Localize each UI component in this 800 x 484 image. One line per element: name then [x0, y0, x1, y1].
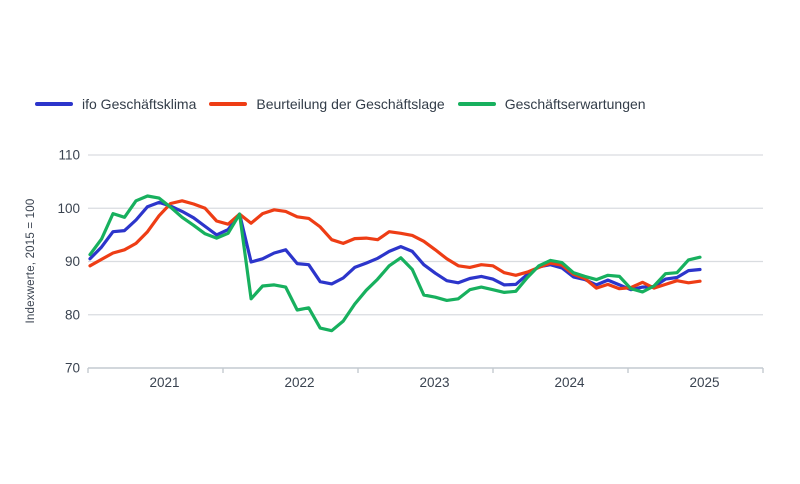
series-line-ifo-gesch-ftsklima: [88, 200, 702, 292]
series-line-beurteilung-der-gesch-ftslage: [88, 199, 702, 291]
legend-item-geschaeftsklima: ifo Geschäftsklima: [35, 96, 196, 112]
y-tick-label-110: 110: [58, 148, 80, 163]
x-tick-label-2024: 2024: [554, 375, 585, 390]
legend-label-geschaeftserwartungen: Geschäftserwartungen: [504, 96, 646, 112]
y-tick-label-90: 90: [65, 254, 80, 269]
legend-line-swatch-geschaeftsklima: [35, 101, 73, 107]
x-tick-label-2021: 2021: [149, 375, 179, 390]
y-tick-label-70: 70: [65, 361, 80, 376]
y-axis-title: Indexwerte, 2015 = 100: [25, 199, 37, 324]
y-tick-label-100: 100: [57, 201, 80, 216]
x-tick-label-2023: 2023: [419, 375, 449, 390]
legend-item-geschaeftslage: Beurteilung der Geschäftslage: [209, 96, 445, 112]
chart-legend: ifo Geschäftsklima Beurteilung der Gesch…: [35, 96, 646, 112]
legend-label-geschaeftslage: Beurteilung der Geschäftslage: [256, 96, 445, 112]
series-line-gesch-ftserwartungen: [88, 194, 702, 333]
legend-item-geschaeftserwartungen: Geschäftserwartungen: [457, 96, 646, 112]
x-tick-label-2022: 2022: [284, 375, 314, 390]
legend-label-geschaeftsklima: ifo Geschäftsklima: [82, 96, 197, 112]
legend-line-swatch-geschaeftslage: [209, 101, 248, 107]
x-tick-label-2025: 2025: [689, 375, 719, 390]
y-tick-label-80: 80: [65, 307, 80, 322]
legend-line-swatch-geschaeftserwartungen: [457, 101, 496, 107]
